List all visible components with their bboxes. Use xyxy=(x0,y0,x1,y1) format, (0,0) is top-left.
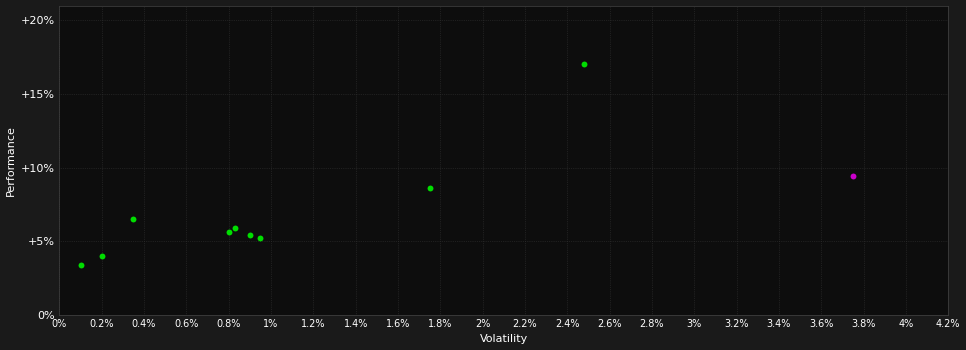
Y-axis label: Performance: Performance xyxy=(6,125,15,196)
Point xyxy=(72,262,88,267)
Point xyxy=(577,62,592,67)
Point xyxy=(845,174,861,179)
Point xyxy=(422,185,438,191)
Point xyxy=(253,235,269,241)
Point xyxy=(126,216,141,222)
Point xyxy=(221,230,237,235)
Point xyxy=(94,253,109,259)
X-axis label: Volatility: Volatility xyxy=(480,335,528,344)
Point xyxy=(227,225,242,231)
Point xyxy=(242,232,258,238)
